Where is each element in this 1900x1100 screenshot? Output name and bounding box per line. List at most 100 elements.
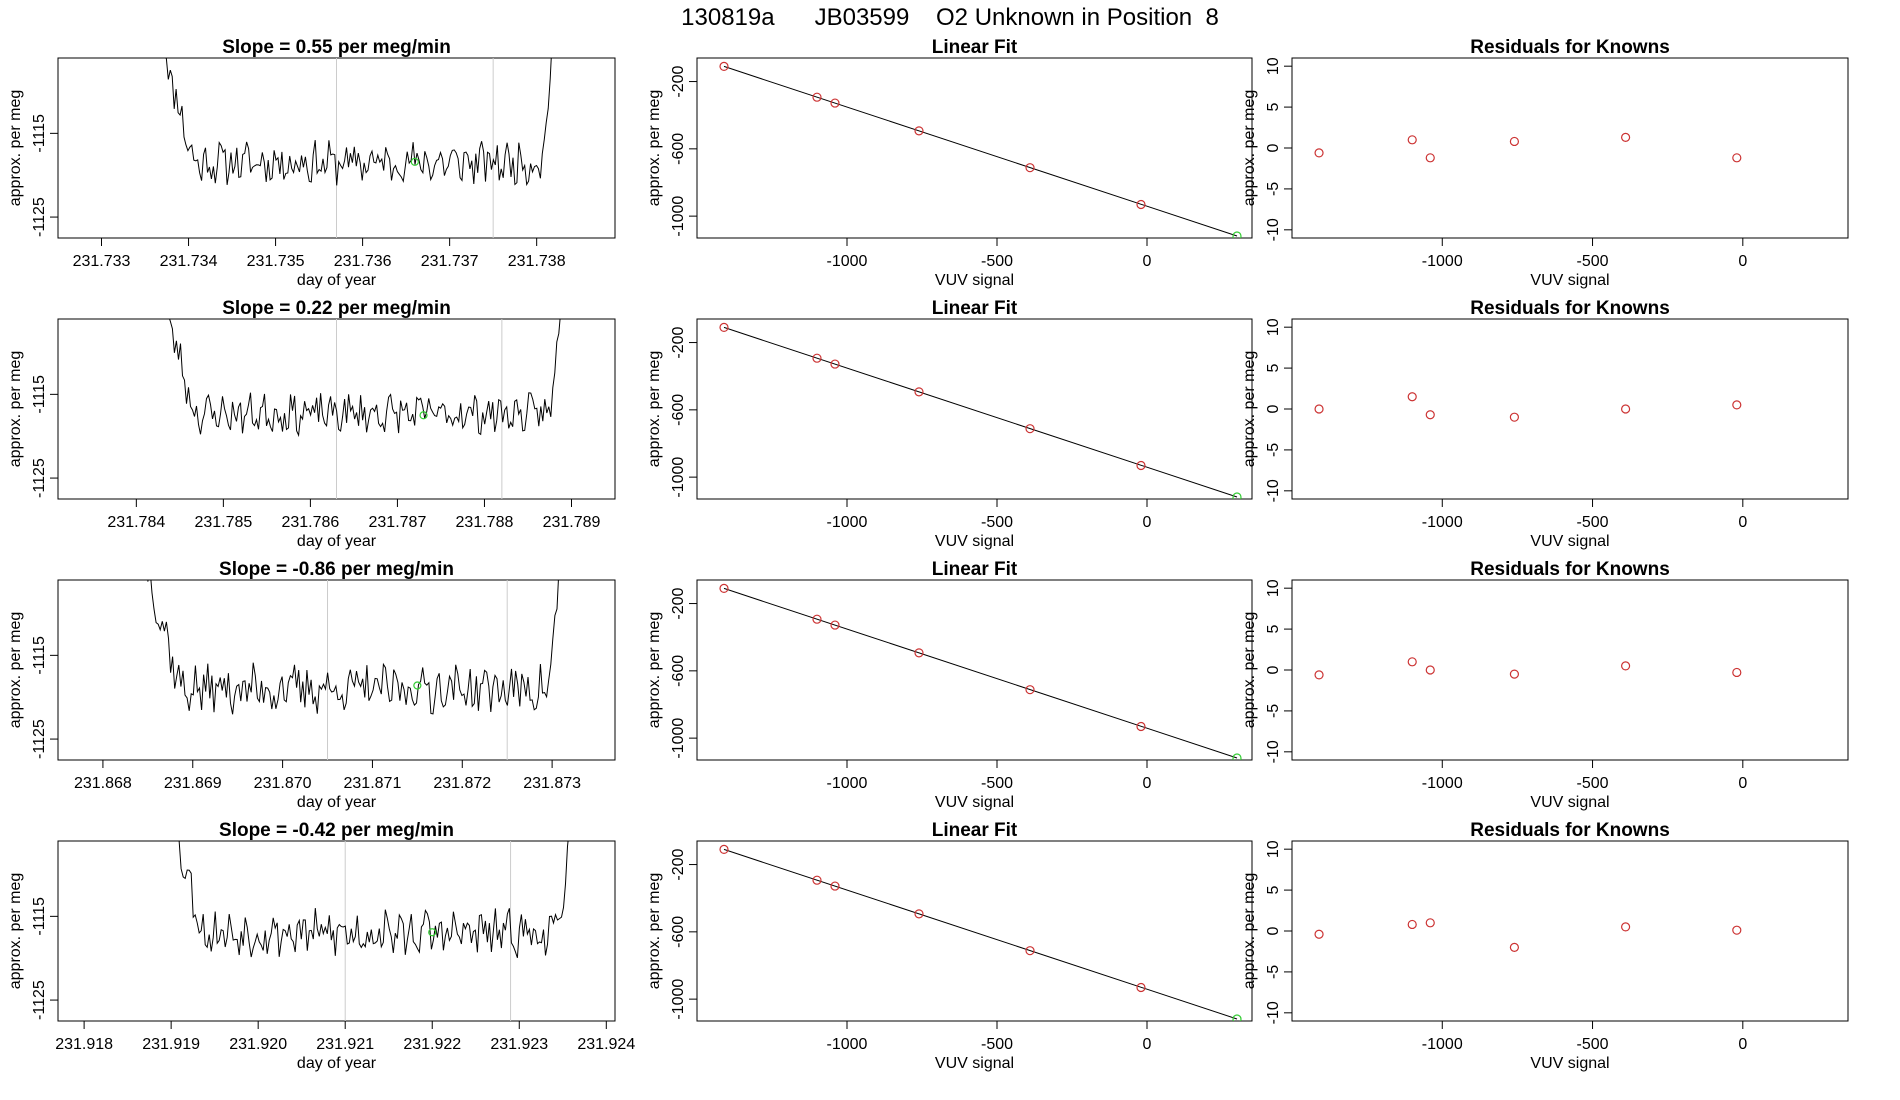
plot-frame xyxy=(696,57,1253,239)
residual-point xyxy=(1314,148,1324,158)
x-tick-label: 231.918 xyxy=(55,1036,113,1053)
y-tick-label: 5 xyxy=(1265,886,1282,895)
x-tick-label: -1000 xyxy=(827,514,868,531)
y-tick-label: -5 xyxy=(1265,965,1282,979)
y-tick-label: -600 xyxy=(670,655,687,687)
x-tick-label: 231.734 xyxy=(160,253,218,270)
known-point xyxy=(812,353,822,363)
panel-title: Linear Fit xyxy=(932,820,1018,841)
known-point xyxy=(914,126,924,136)
panel-title: Slope = -0.86 per meg/min xyxy=(219,559,454,580)
residual-point xyxy=(1732,925,1742,935)
x-axis-label: VUV signal xyxy=(1530,533,1609,550)
fit-line xyxy=(723,65,1238,237)
timeseries-line xyxy=(169,319,561,438)
y-tick-label: 10 xyxy=(1265,318,1282,336)
panel-title: Linear Fit xyxy=(932,37,1018,58)
y-axis-label: approx. per meg xyxy=(1241,873,1258,990)
x-tick-label: 0 xyxy=(1738,775,1747,792)
panel-timeseries: Slope = -0.86 per meg/min 231.868 231.869 2… xyxy=(7,559,616,811)
panel-fit: Linear Fit -1000 -500 0 VUV signal -200 -600 -1… xyxy=(646,298,1253,550)
y-tick-label: -1125 xyxy=(31,980,48,1020)
fit-line xyxy=(723,848,1238,1020)
x-axis-label: VUV signal xyxy=(935,272,1014,289)
plot-frame xyxy=(1291,840,1849,1022)
residual-point xyxy=(1620,661,1631,671)
plot-data xyxy=(719,61,1242,238)
plot-data xyxy=(147,580,559,760)
x-tick-label: 231.737 xyxy=(421,253,479,270)
known-point xyxy=(914,648,924,658)
y-tick-label: -1115 xyxy=(31,114,48,153)
x-tick-label: -500 xyxy=(1577,775,1609,792)
y-tick-label: -600 xyxy=(670,394,687,426)
known-point xyxy=(830,881,840,891)
x-tick-label: 0 xyxy=(1738,514,1747,531)
x-tick-label: 231.784 xyxy=(107,514,165,531)
y-tick-label: -200 xyxy=(670,65,687,97)
x-tick-label: 0 xyxy=(1143,514,1152,531)
known-point xyxy=(719,322,729,333)
y-tick-label: -600 xyxy=(670,133,687,165)
unknown-marker-point xyxy=(428,928,437,937)
panel-residuals: Residuals for Knowns -1000 -500 0 VUV signal… xyxy=(1241,37,1849,289)
panel-fit: Linear Fit -1000 -500 0 VUV signal -200 -600 -1… xyxy=(646,820,1253,1072)
y-tick-label: 10 xyxy=(1265,57,1282,75)
residual-point xyxy=(1314,404,1324,414)
residual-point xyxy=(1732,400,1742,410)
known-point xyxy=(830,620,840,630)
x-tick-label: 231.738 xyxy=(508,253,566,270)
y-axis-label: approx. per meg xyxy=(646,351,663,468)
residual-point xyxy=(1425,153,1435,163)
plot-frame xyxy=(696,840,1253,1022)
y-tick-label: -1125 xyxy=(31,719,48,759)
plot-data xyxy=(719,844,1242,1021)
x-tick-label: 231.921 xyxy=(316,1036,374,1053)
known-point xyxy=(1025,685,1035,695)
fit-line xyxy=(723,587,1238,759)
unknown-point xyxy=(1232,1014,1242,1021)
y-axis-label: approx. per meg xyxy=(1241,612,1258,729)
y-axis-label: approx. per meg xyxy=(7,612,24,729)
y-tick-label: -1115 xyxy=(31,375,48,414)
panel-title: Residuals for Knowns xyxy=(1470,37,1670,58)
timeseries-line xyxy=(165,58,552,187)
known-point xyxy=(914,387,924,397)
x-axis-label: VUV signal xyxy=(1530,272,1609,289)
x-tick-label: -1000 xyxy=(1422,253,1463,270)
y-tick-label: 10 xyxy=(1265,579,1282,597)
x-tick-label: -1000 xyxy=(1422,1036,1463,1053)
y-tick-label: 0 xyxy=(1265,926,1282,935)
timeseries-line xyxy=(147,580,559,715)
plot-frame xyxy=(1291,57,1849,239)
known-point xyxy=(1136,982,1146,993)
y-tick-label: -1115 xyxy=(31,636,48,675)
y-axis-label: approx. per meg xyxy=(1241,90,1258,207)
residual-point xyxy=(1732,667,1742,678)
known-point xyxy=(1136,460,1146,471)
y-tick-label: -5 xyxy=(1265,182,1282,196)
residual-point xyxy=(1509,136,1520,147)
plot-data xyxy=(178,841,569,1021)
x-axis-label: VUV signal xyxy=(935,533,1014,550)
y-axis-label: approx. per meg xyxy=(7,351,24,468)
x-tick-label: -500 xyxy=(981,1036,1013,1053)
unknown-marker-point xyxy=(419,411,428,420)
panel-residuals: Residuals for Knowns -1000 -500 0 VUV signal… xyxy=(1241,559,1849,811)
x-axis-label: day of year xyxy=(297,1055,377,1072)
y-axis-label: approx. per meg xyxy=(7,90,24,207)
x-tick-label: -1000 xyxy=(827,253,868,270)
x-tick-label: 0 xyxy=(1738,253,1747,270)
y-tick-label: -600 xyxy=(670,916,687,948)
x-tick-label: 231.733 xyxy=(73,253,131,270)
x-tick-label: 231.736 xyxy=(334,253,392,270)
x-tick-label: 231.786 xyxy=(281,514,339,531)
unknown-point xyxy=(1232,492,1242,499)
known-point xyxy=(1025,424,1035,434)
panel-title: Slope = 0.22 per meg/min xyxy=(222,298,451,319)
panel-timeseries: Slope = 0.55 per meg/min 231.733 231.734 23… xyxy=(7,37,616,289)
x-tick-label: 231.924 xyxy=(577,1036,635,1053)
y-tick-label: -10 xyxy=(1265,740,1282,763)
unknown-marker-point xyxy=(413,681,422,690)
